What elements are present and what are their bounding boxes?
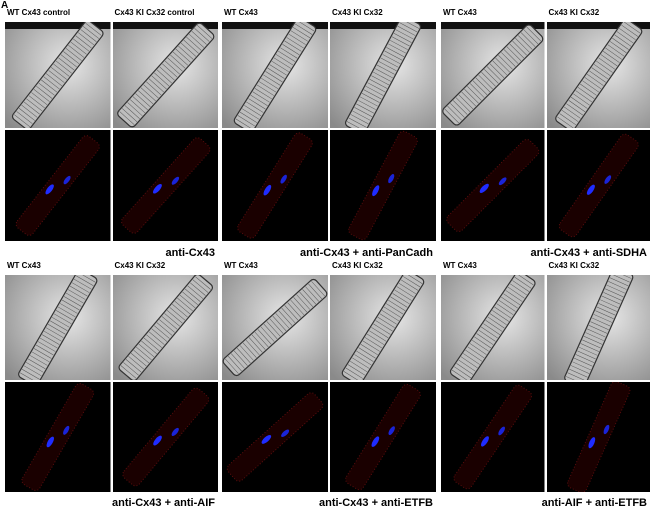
- column-header: WT Cx43: [443, 261, 477, 270]
- column-header: WT Cx43: [224, 261, 258, 270]
- brightfield-image: [112, 275, 218, 380]
- fluorescence-image: [441, 382, 545, 492]
- fluorescence-image: [330, 130, 436, 241]
- brightfield-image: [546, 275, 650, 380]
- caption: anti-AIF + anti-ETFB: [541, 497, 647, 509]
- brightfield-image: [441, 275, 545, 380]
- brightfield-image: [546, 22, 650, 128]
- column-header: WT Cx43 control: [7, 8, 71, 17]
- column-header: Cx43 KI Cx32: [548, 261, 600, 270]
- column-header: WT Cx43: [7, 261, 41, 270]
- column-header: Cx43 KI Cx32: [548, 8, 600, 17]
- brightfield-image: [222, 22, 328, 128]
- brightfield-image: [5, 22, 111, 128]
- column-header: WT Cx43: [224, 8, 258, 17]
- brightfield-image: [441, 22, 545, 128]
- brightfield-image: [222, 275, 328, 380]
- panel-label: A: [1, 0, 9, 11]
- column-header: Cx43 KI Cx32: [332, 261, 383, 270]
- brightfield-image: [330, 275, 436, 380]
- caption: anti-Cx43 + anti-PanCadh: [300, 247, 433, 259]
- caption: anti-Cx43 + anti-ETFB: [319, 497, 433, 509]
- column-header: Cx43 KI Cx32: [114, 261, 166, 270]
- column-header: Cx43 KI Cx32 control: [114, 8, 195, 17]
- caption: anti-Cx43: [165, 247, 215, 259]
- caption: anti-Cx43 + anti-SDHA: [530, 247, 647, 259]
- caption: anti-Cx43 + anti-AIF: [112, 497, 215, 509]
- brightfield-image: [112, 22, 218, 128]
- fluorescence-image: [5, 382, 111, 492]
- brightfield-image: [5, 275, 111, 380]
- column-header: WT Cx43: [443, 8, 477, 17]
- fluorescence-image: [546, 130, 650, 241]
- fluorescence-image: [330, 382, 436, 492]
- fluorescence-image: [112, 130, 218, 241]
- column-header: Cx43 KI Cx32: [332, 8, 383, 17]
- brightfield-image: [330, 22, 436, 128]
- fluorescence-image: [441, 130, 545, 241]
- fluorescence-image: [222, 382, 328, 492]
- fluorescence-image: [5, 130, 111, 241]
- fluorescence-image: [222, 130, 328, 241]
- fluorescence-image: [546, 382, 650, 492]
- fluorescence-image: [112, 382, 218, 492]
